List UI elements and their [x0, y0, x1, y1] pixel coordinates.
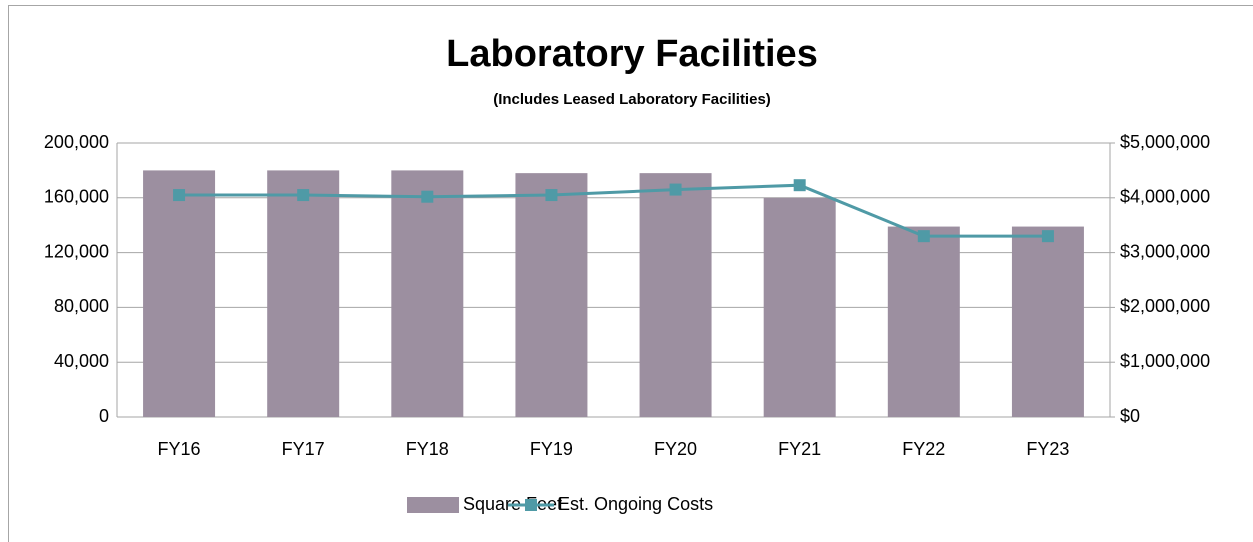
- legend-marker: [525, 499, 537, 511]
- marker: [1041, 230, 1054, 243]
- bar: [639, 173, 712, 417]
- marker: [421, 190, 434, 203]
- x-tick-label: FY16: [158, 439, 201, 459]
- bar: [267, 170, 340, 417]
- y-tick-label: 0: [99, 406, 109, 426]
- bar: [391, 170, 464, 417]
- x-tick-label: FY17: [282, 439, 325, 459]
- bar: [763, 197, 836, 417]
- x-tick-label: FY22: [902, 439, 945, 459]
- bar: [1011, 226, 1084, 417]
- y2-tick-label: $0: [1120, 406, 1140, 426]
- marker: [173, 189, 186, 202]
- x-tick-label: FY21: [778, 439, 821, 459]
- y-tick-label: 200,000: [44, 132, 109, 152]
- legend-label: Est. Ongoing Costs: [558, 494, 713, 514]
- y2-tick-label: $5,000,000: [1120, 132, 1210, 152]
- y2-tick-label: $1,000,000: [1120, 351, 1210, 371]
- x-tick-label: FY18: [406, 439, 449, 459]
- bar: [143, 170, 216, 417]
- marker: [545, 189, 558, 202]
- marker: [793, 179, 806, 192]
- bar: [515, 173, 588, 417]
- y-tick-label: 160,000: [44, 187, 109, 207]
- chart-subtitle: (Includes Leased Laboratory Facilities): [493, 91, 771, 108]
- y2-tick-label: $4,000,000: [1120, 187, 1210, 207]
- y2-tick-label: $3,000,000: [1120, 241, 1210, 261]
- y-tick-label: 80,000: [54, 296, 109, 316]
- x-tick-label: FY19: [530, 439, 573, 459]
- x-tick-label: FY20: [654, 439, 697, 459]
- bar: [887, 226, 960, 417]
- x-tick-label: FY23: [1026, 439, 1069, 459]
- line: [179, 183, 1048, 238]
- chart-title: Laboratory Facilities: [446, 33, 818, 75]
- y2-tick-label: $2,000,000: [1120, 296, 1210, 316]
- marker: [669, 183, 682, 196]
- marker: [297, 189, 310, 202]
- legend-swatch: [407, 497, 459, 513]
- y-tick-label: 40,000: [54, 351, 109, 371]
- y-tick-label: 120,000: [44, 241, 109, 261]
- marker: [917, 230, 930, 243]
